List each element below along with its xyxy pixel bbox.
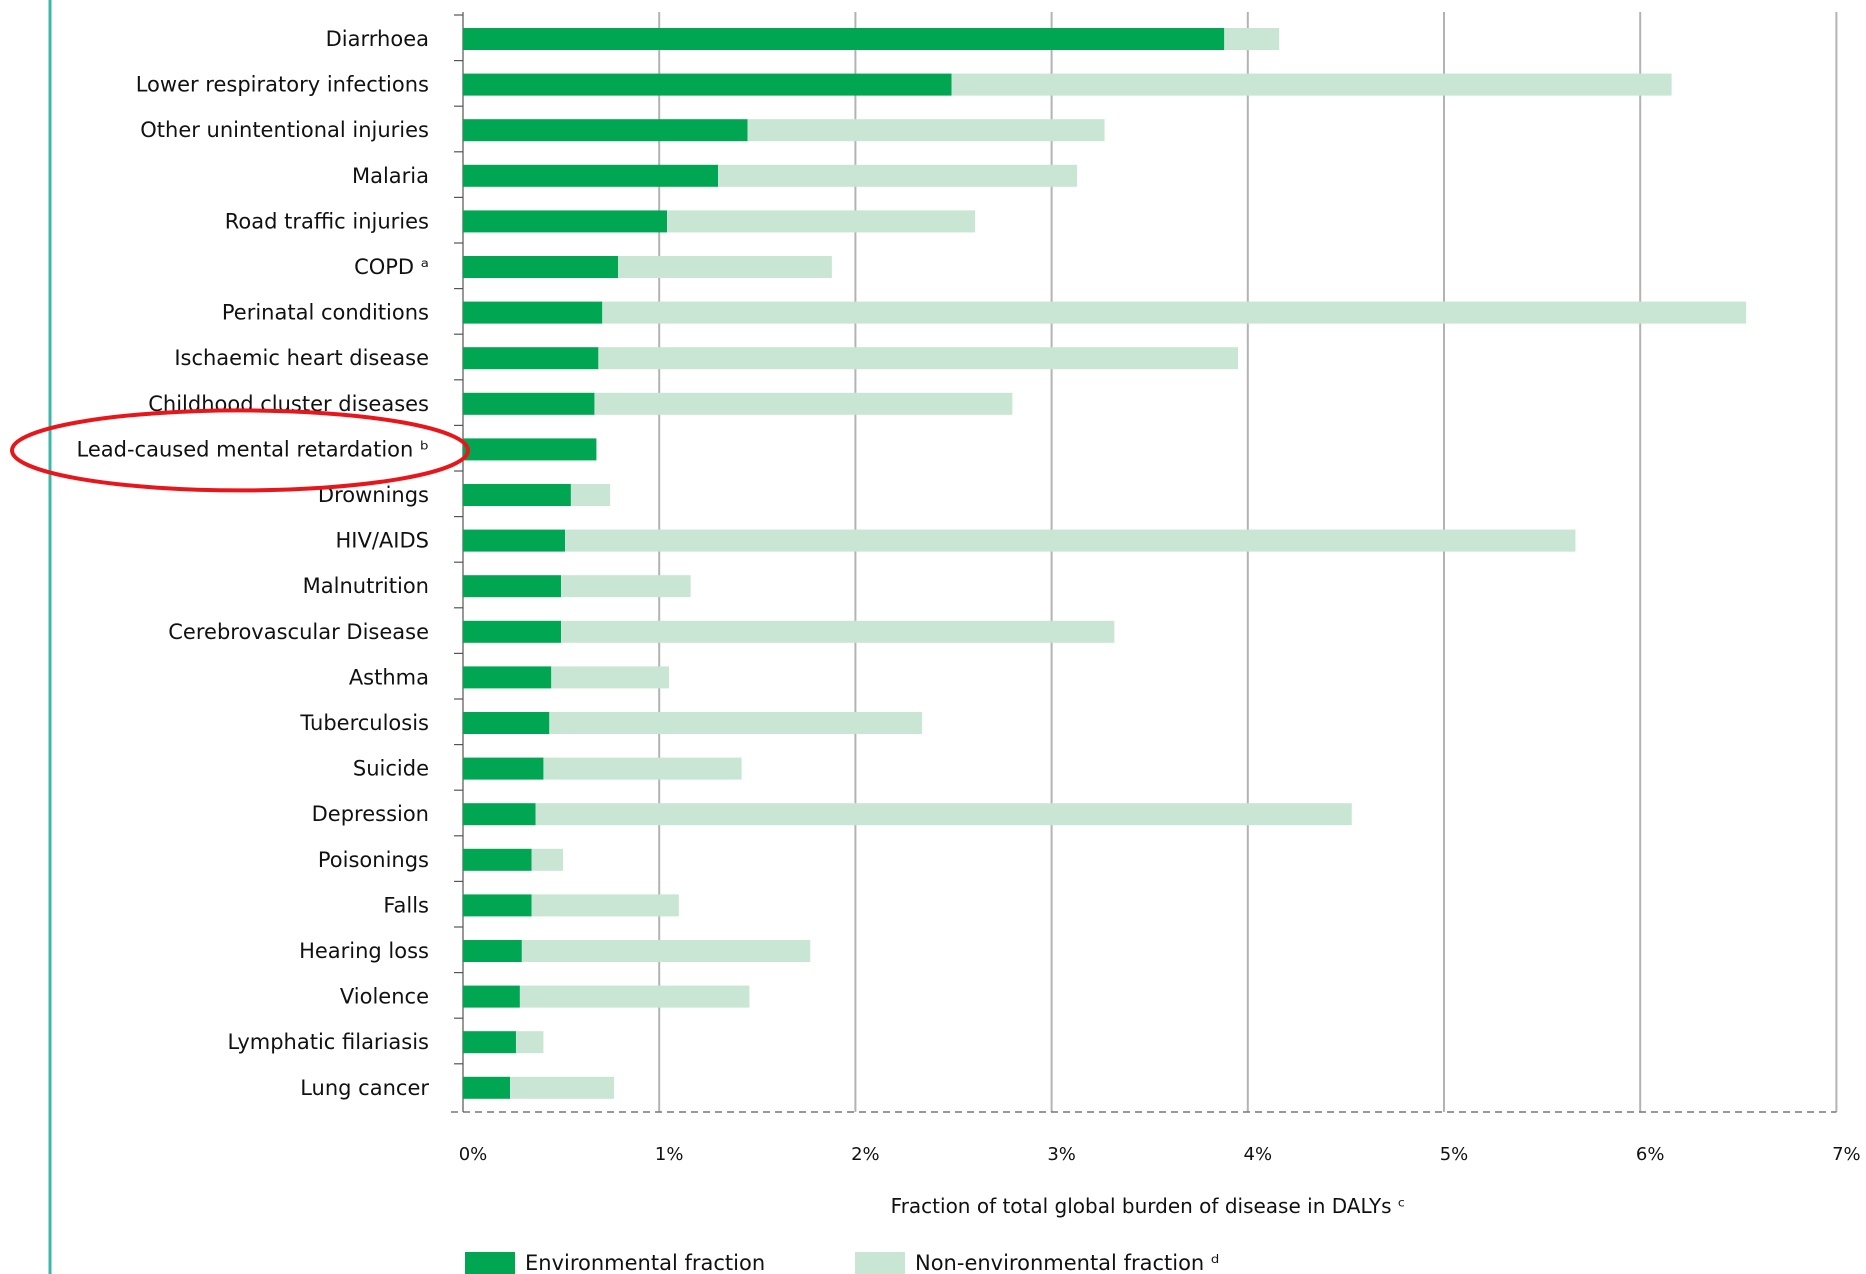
bar-environmental (463, 484, 571, 506)
bar-non-environmental (747, 119, 1105, 142)
category-label: Malaria (352, 164, 429, 188)
highlight-ellipse (10, 408, 470, 493)
bar-non-environmental (667, 210, 976, 233)
x-axis-ticks: 0% 1% 2% 3% 4% 5% 6% 7% (459, 1144, 1861, 1165)
x-axis-title: Fraction of total global burden of disea… (891, 1194, 1406, 1218)
category-label: Diarrhoea (326, 27, 429, 51)
x-tick-label: 6% (1636, 1144, 1665, 1165)
category-label: Falls (383, 893, 429, 917)
legend-swatch-non-environmental (855, 1252, 905, 1274)
bar-environmental (463, 666, 552, 689)
category-label: Hearing loss (299, 939, 429, 963)
category-label: Poisonings (318, 848, 429, 872)
category-label: Ischaemic heart disease (174, 346, 429, 370)
x-tick-label: 1% (655, 1144, 684, 1165)
bar-non-environmental (602, 301, 1747, 324)
bar-environmental (463, 940, 522, 962)
category-label: Lymphatic filariasis (228, 1030, 429, 1054)
category-label: Road traffic injuries (225, 209, 429, 233)
bar-non-environmental (531, 848, 564, 871)
bar-environmental (463, 301, 603, 324)
legend: Environmental fraction Non-environmental… (465, 1251, 1219, 1274)
bar-environmental (463, 620, 562, 643)
category-label: Depression (312, 802, 429, 826)
category-label: Lung cancer (300, 1076, 429, 1100)
bar-non-environmental (1224, 28, 1280, 50)
bar-non-environmental (617, 256, 832, 278)
category-label: COPD ᵃ (354, 255, 429, 279)
bar-environmental (463, 529, 566, 552)
bar-environmental (463, 1031, 516, 1054)
category-label: Violence (340, 985, 429, 1009)
category-labels: Diarrhoea Lower respiratory infections Oth… (77, 27, 430, 1100)
bar-non-environmental (551, 666, 670, 689)
category-label: Cerebrovascular Disease (168, 620, 429, 644)
x-tick-label: 4% (1244, 1144, 1273, 1165)
category-label: Tuberculosis (299, 711, 429, 735)
bar-non-environmental (565, 529, 1576, 552)
bar-non-environmental (543, 757, 742, 780)
bars (463, 28, 1747, 1099)
bar-non-environmental (951, 73, 1672, 96)
bar-environmental (463, 347, 599, 370)
bar-environmental (463, 119, 748, 142)
bar-non-environmental (510, 1076, 615, 1099)
bar-environmental (463, 894, 532, 917)
bar-non-environmental (594, 392, 1013, 415)
category-label: Lower respiratory infections (136, 73, 429, 97)
category-label: Suicide (353, 757, 429, 781)
bar-environmental (463, 28, 1225, 50)
bar-environmental (463, 985, 520, 1008)
gridlines (451, 12, 1838, 1113)
x-tick-label: 0% (459, 1144, 488, 1165)
bar-environmental (463, 757, 544, 780)
bar-environmental (463, 438, 597, 461)
bar-environmental (463, 164, 719, 187)
bar-non-environmental (531, 894, 679, 917)
bar-environmental (463, 712, 550, 734)
bar-non-environmental (519, 985, 750, 1008)
bar-environmental (463, 848, 532, 871)
bar-non-environmental (521, 940, 811, 962)
bar-environmental (463, 392, 595, 415)
highlight-annotation (10, 408, 470, 493)
x-tick-label: 2% (851, 1144, 880, 1165)
bar-environmental (463, 73, 952, 96)
category-label: Lead-caused mental retardation ᵇ (77, 437, 429, 461)
bar-non-environmental (549, 712, 923, 734)
category-label: Asthma (349, 665, 429, 689)
bar-environmental (463, 575, 562, 598)
legend-label-non-environmental: Non-environmental fraction ᵈ (915, 1251, 1219, 1274)
legend-swatch-environmental (465, 1252, 515, 1274)
x-tick-label: 7% (1832, 1144, 1861, 1165)
bar-non-environmental (570, 484, 611, 506)
bar-non-environmental (561, 575, 691, 598)
category-label: HIV/AIDS (336, 529, 430, 553)
bar-non-environmental (598, 347, 1238, 370)
category-label: Malnutrition (303, 574, 429, 598)
x-tick-label: 3% (1047, 1144, 1076, 1165)
bar-non-environmental (718, 164, 1078, 187)
bar-non-environmental (535, 803, 1352, 826)
bar-environmental (463, 256, 618, 278)
bar-environmental (463, 803, 536, 826)
category-label: Perinatal conditions (222, 301, 429, 325)
bar-environmental (463, 1076, 511, 1099)
bar-environmental (463, 210, 668, 233)
x-tick-label: 5% (1440, 1144, 1469, 1165)
legend-label-environmental: Environmental fraction (525, 1251, 765, 1274)
category-label: Other unintentional injuries (140, 118, 429, 142)
bar-non-environmental (515, 1031, 544, 1054)
bar-non-environmental (561, 620, 1115, 643)
